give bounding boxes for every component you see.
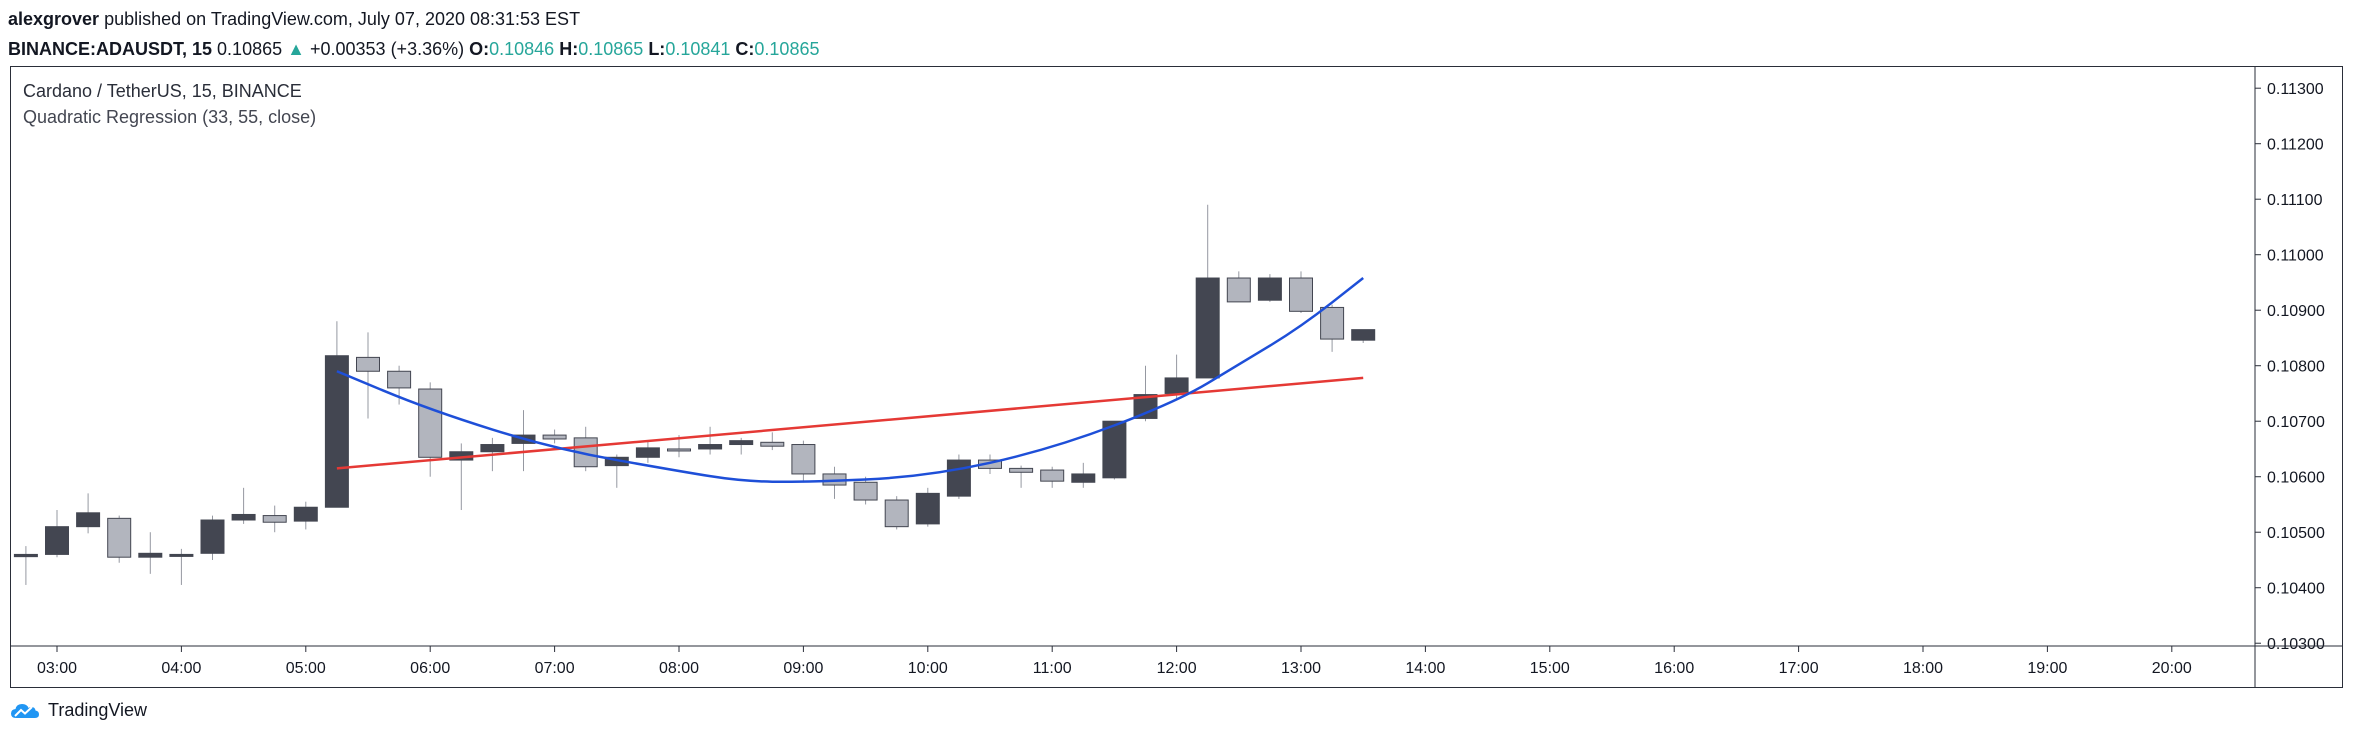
candle-body	[169, 553, 194, 557]
candle-body	[231, 513, 256, 521]
time-tick-label: 15:00	[1530, 660, 1570, 677]
time-tick-label: 03:00	[37, 660, 77, 677]
chart-header: alexgrover published on TradingView.com,…	[8, 6, 819, 62]
price-tick-label: 0.10700	[2267, 414, 2325, 431]
candle-body	[262, 515, 287, 523]
candle-body	[138, 552, 163, 558]
time-tick-label: 04:00	[161, 660, 201, 677]
candle-body	[200, 519, 225, 554]
candle-body	[107, 517, 132, 558]
time-tick-label: 20:00	[2152, 660, 2192, 677]
time-tick-label: 16:00	[1654, 660, 1694, 677]
candle-body	[1040, 469, 1065, 482]
chart-legend: Cardano / TetherUS, 15, BINANCE Quadrati…	[23, 78, 316, 130]
candle-body	[729, 440, 754, 446]
candle-body	[480, 444, 505, 453]
close-value: 0.10865	[754, 39, 820, 59]
symbol-label: BINANCE:ADAUSDT, 15	[8, 39, 213, 59]
last-price: 0.10865	[217, 39, 283, 59]
candle-body	[1257, 277, 1282, 301]
candle-body	[1351, 329, 1376, 341]
price-tick-label: 0.11000	[2267, 248, 2324, 265]
up-arrow-icon: ▲	[287, 39, 305, 59]
chart-frame	[10, 66, 2343, 688]
candle-body	[1320, 306, 1345, 340]
ohlc-line: BINANCE:ADAUSDT, 15 0.10865 ▲ +0.00353 (…	[8, 36, 819, 62]
price-tick-label: 0.11100	[2267, 192, 2323, 209]
time-tick-label: 19:00	[2027, 660, 2067, 677]
candle-body	[324, 355, 349, 508]
brand-name: TradingView	[48, 700, 148, 720]
price-tick-label: 0.10600	[2267, 470, 2325, 487]
candle-body	[1071, 473, 1096, 483]
time-tick-label: 12:00	[1157, 660, 1197, 677]
high-value: 0.10865	[578, 39, 644, 59]
candle-body	[45, 526, 69, 555]
candle-body	[791, 444, 816, 475]
candle-body	[542, 434, 567, 440]
candle-body	[884, 499, 909, 528]
price-tick-label: 0.10500	[2267, 525, 2325, 542]
candle-body	[698, 444, 723, 450]
time-tick-label: 05:00	[286, 660, 326, 677]
quadratic-regression-curve	[336, 277, 1364, 484]
candle-body	[760, 441, 785, 447]
publish-info: published on TradingView.com, July 07, 2…	[104, 9, 581, 29]
candle-body	[1009, 467, 1034, 473]
price-tick-label: 0.10400	[2267, 581, 2325, 598]
candle-body	[1289, 277, 1313, 312]
regression-lines	[336, 277, 1364, 484]
candle-body	[667, 448, 691, 452]
price-tick-label: 0.10900	[2267, 303, 2325, 320]
close-label: C:	[735, 39, 755, 59]
candle-body	[635, 447, 660, 458]
price-change: +0.00353 (+3.36%)	[309, 39, 465, 59]
time-tick-label: 18:00	[1903, 660, 1943, 677]
time-tick-label: 17:00	[1779, 660, 1819, 677]
open-value: 0.10846	[489, 39, 555, 59]
time-axis[interactable]: 03:00 04:00 05:00 06:00 07:00 08:00 09:00 10:00…	[10, 645, 2343, 677]
time-tick-label: 09:00	[783, 660, 823, 677]
author-name[interactable]: alexgrover	[8, 9, 100, 29]
candle-body	[293, 506, 318, 522]
candle-body	[387, 370, 412, 389]
time-tick-label: 11:00	[1033, 660, 1072, 677]
candle-body	[13, 553, 38, 558]
price-chart[interactable]: 0.11300 0.11200 0.11100 0.11000 0.10900 0.108…	[10, 66, 2343, 688]
candle-body	[1195, 277, 1220, 379]
price-tick-label: 0.10800	[2267, 359, 2325, 376]
candle-body	[1102, 420, 1127, 479]
time-tick-label: 13:00	[1281, 660, 1321, 677]
candle-body	[1226, 277, 1251, 303]
time-tick-label: 10:00	[908, 660, 948, 677]
price-tick-label: 0.11300	[2267, 81, 2324, 98]
low-label: L:	[648, 39, 666, 59]
price-tick-label: 0.11200	[2267, 137, 2324, 154]
low-value: 0.10841	[665, 39, 731, 59]
candle-body	[915, 492, 940, 525]
candle-body	[356, 356, 380, 372]
price-axis[interactable]: 0.11300 0.11200 0.11100 0.11000 0.10900 0.108…	[2254, 66, 2325, 688]
candle-body	[1133, 394, 1158, 419]
time-tick-label: 08:00	[659, 660, 699, 677]
legend-study[interactable]: Quadratic Regression (33, 55, close)	[23, 107, 317, 127]
time-tick-label: 06:00	[410, 660, 450, 677]
footer-brand[interactable]: TradingView	[10, 700, 147, 721]
time-tick-label: 07:00	[535, 660, 575, 677]
candle-body	[76, 512, 101, 528]
high-label: H:	[559, 39, 579, 59]
legend-title: Cardano / TetherUS, 15, BINANCE	[23, 81, 302, 101]
publish-line: alexgrover published on TradingView.com,…	[8, 6, 819, 32]
candle-body	[853, 481, 878, 501]
time-tick-label: 14:00	[1405, 660, 1445, 677]
tradingview-cloud-icon	[11, 703, 39, 718]
open-label: O:	[469, 39, 490, 59]
price-tick-label: 0.10300	[2267, 636, 2325, 653]
